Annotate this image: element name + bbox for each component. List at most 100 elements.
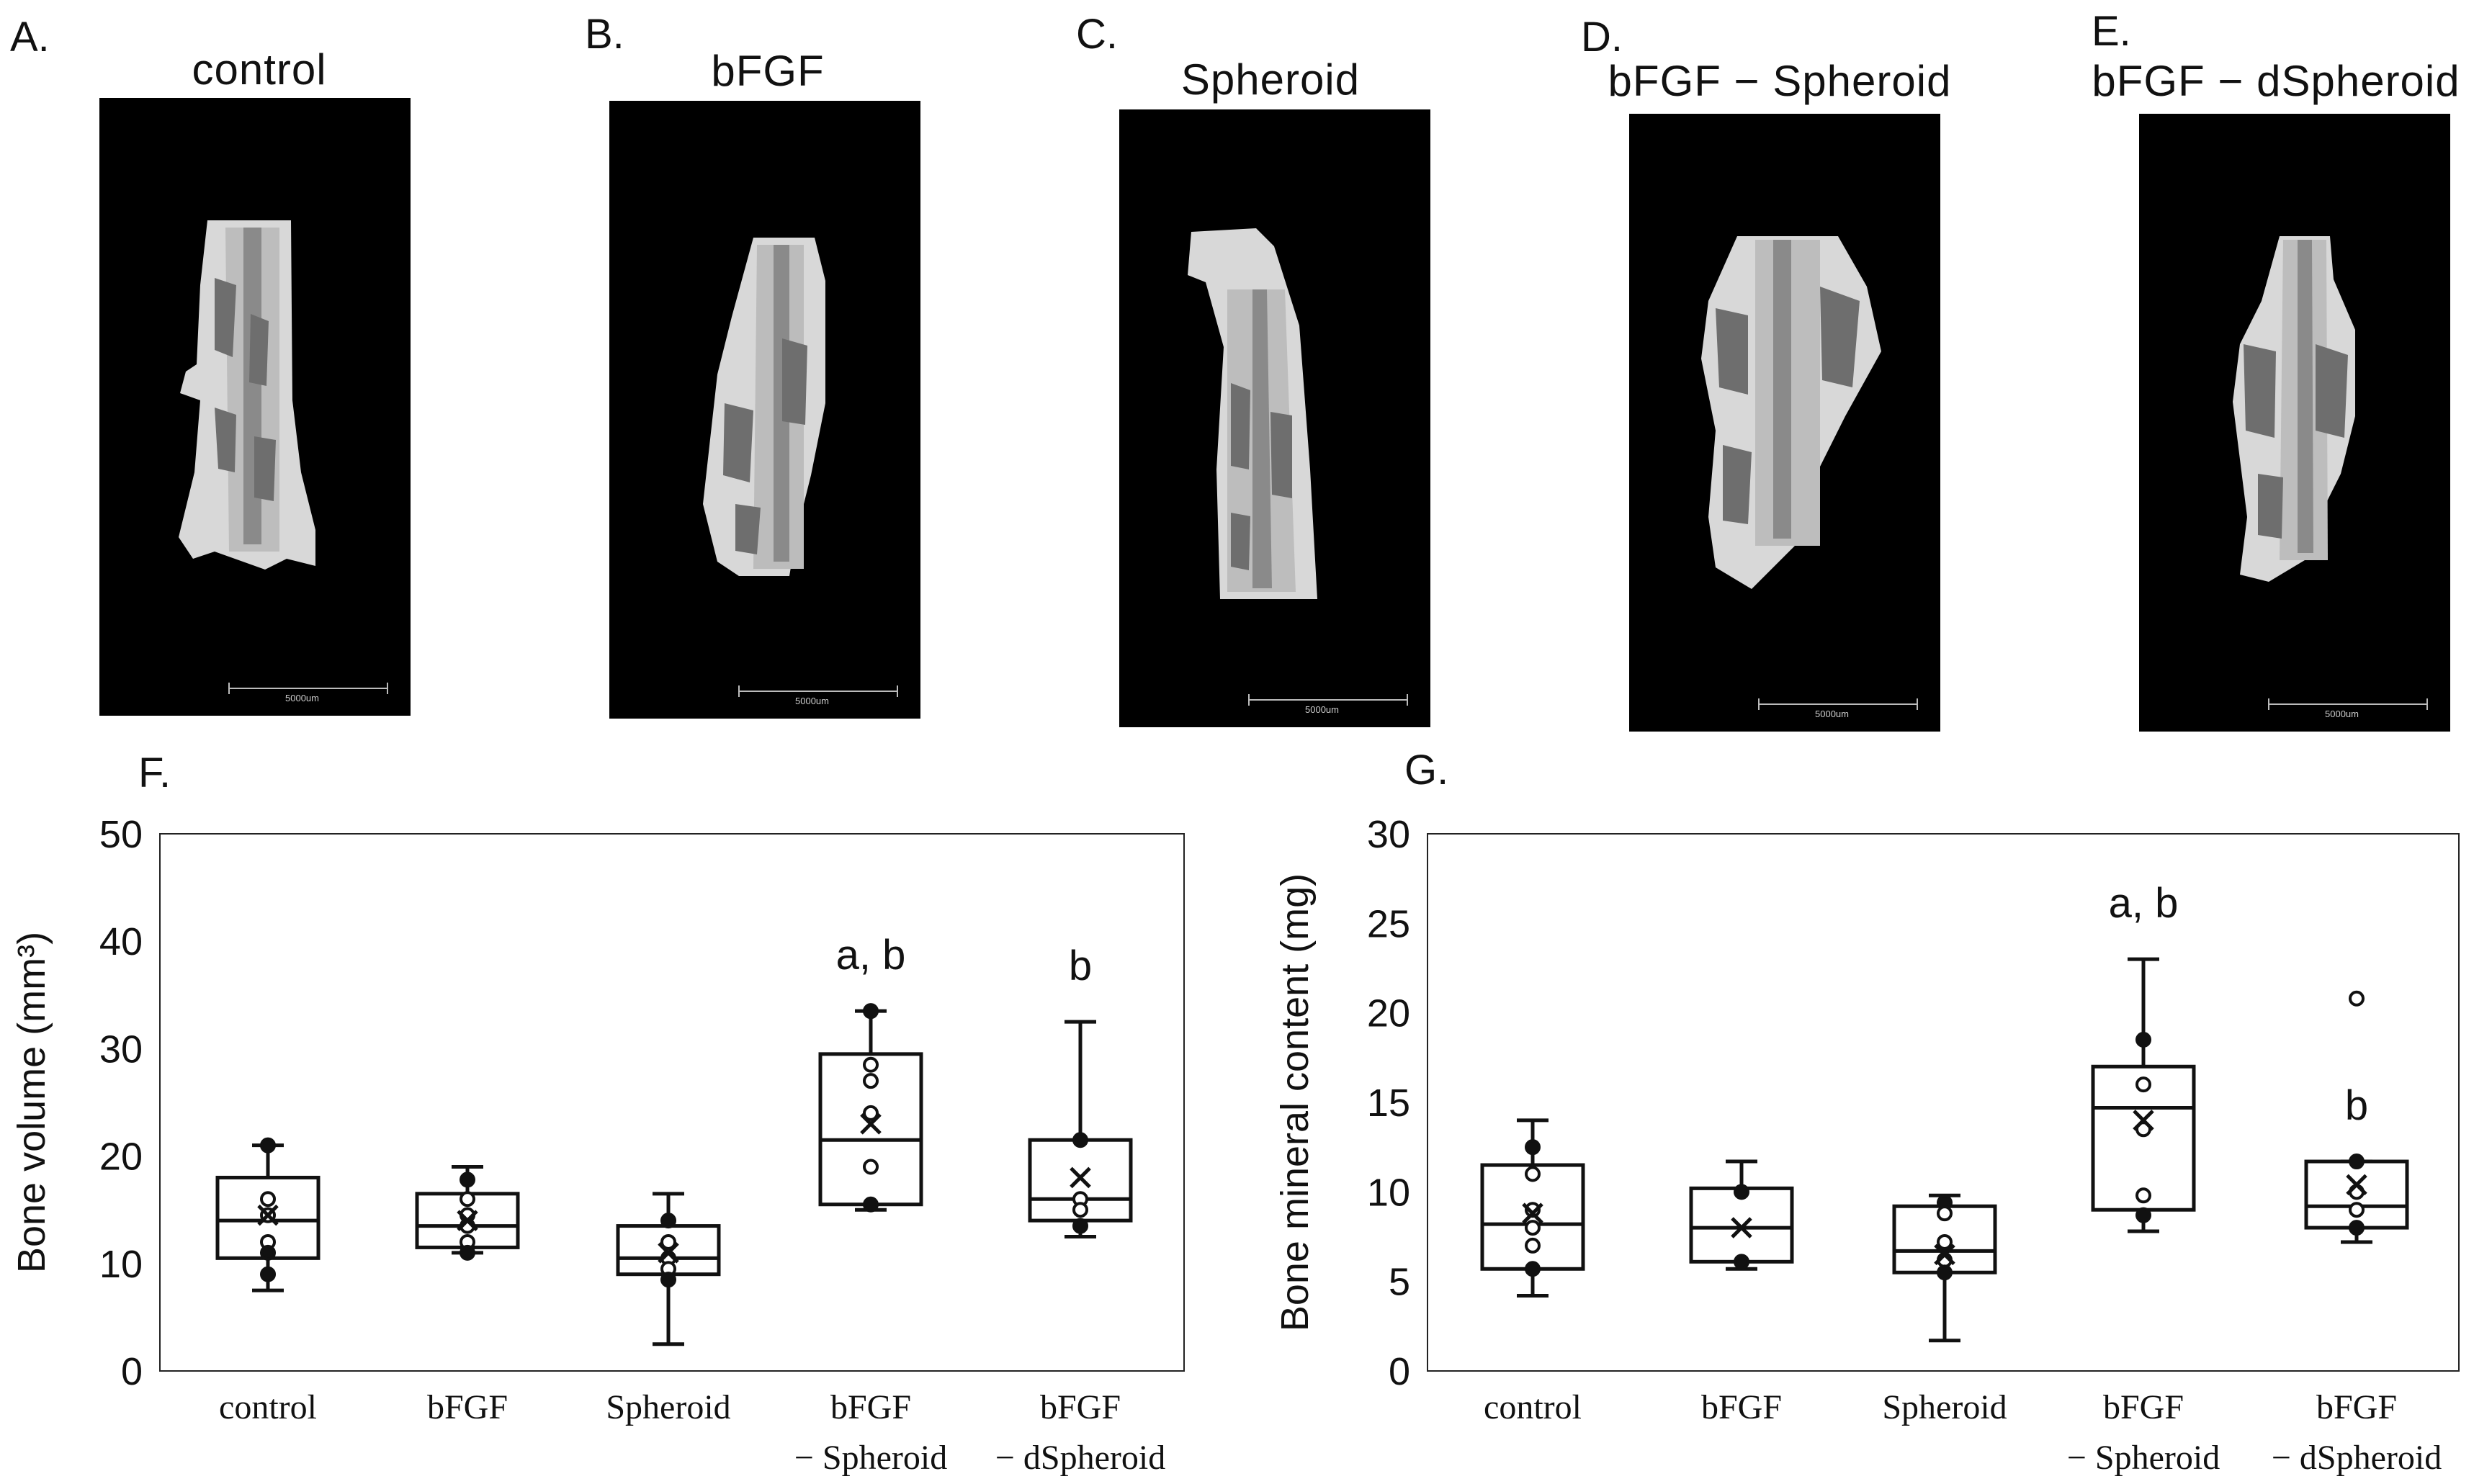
y-tick-label: 30 <box>99 1027 143 1071</box>
panel-title-control: control <box>192 45 327 94</box>
data-point <box>460 1191 475 1208</box>
data-point <box>660 1213 676 1229</box>
data-point <box>260 1137 276 1154</box>
panel-title-bfgf-dspheroid: bFGF − dSpheroid <box>2092 57 2460 105</box>
mean-marker <box>860 1113 882 1135</box>
data-point <box>660 1272 676 1288</box>
data-point <box>863 1159 879 1175</box>
significance-label: a, b <box>836 932 906 979</box>
data-point <box>1072 1132 1088 1148</box>
data-point <box>1525 1220 1541 1236</box>
panel-letter-g: G. <box>1404 747 1449 793</box>
bone-image-bfgf <box>703 238 898 697</box>
y-tick-label: 20 <box>99 1136 143 1179</box>
mean-marker <box>1522 1202 1543 1224</box>
significance-label: b <box>1069 943 1092 989</box>
y-tick-label: 5 <box>1389 1261 1410 1304</box>
mean-marker <box>2346 1174 2367 1196</box>
box-group <box>1892 1193 1997 1343</box>
scale-label-bfgf-dspheroid: 5000um <box>2325 709 2359 719</box>
category-label-line2: − Spheroid <box>794 1439 947 1477</box>
data-point <box>2135 1076 2151 1093</box>
y-tick-label: 10 <box>99 1243 143 1286</box>
plot-frame <box>159 833 1185 1372</box>
data-point <box>2349 1202 2365 1218</box>
scale-label-bfgf: 5000um <box>795 696 829 706</box>
data-point <box>2349 1220 2365 1236</box>
panel-letter-d: D. <box>1581 14 1623 60</box>
data-point <box>1525 1237 1541 1254</box>
y-tick-label: 50 <box>99 813 143 856</box>
box <box>1689 1186 1794 1264</box>
data-point <box>863 1056 879 1073</box>
ct-image-bfgf-spheroid: 5000um <box>1629 114 1940 732</box>
category-label: Spheroid <box>606 1388 730 1426</box>
category-label-line2: − Spheroid <box>2067 1439 2220 1477</box>
box-group <box>215 1137 321 1292</box>
y-tick-label: 40 <box>99 920 143 963</box>
data-point <box>1525 1202 1541 1218</box>
scale-label-control: 5000um <box>285 693 319 703</box>
scale-label-spheroid: 5000um <box>1305 704 1339 715</box>
panel-letter-a: A. <box>10 14 50 60</box>
data-point <box>863 1003 879 1020</box>
data-point <box>260 1266 276 1282</box>
y-tick-label: 25 <box>1367 902 1410 945</box>
category-label: bFGF <box>427 1388 508 1426</box>
box-plot-bone-volume: 0 10 20 30 40 50 Bone volume (mm³) control bFGF S… <box>10 813 1185 1477</box>
y-axis-title: Bone volume (mm³) <box>10 932 53 1273</box>
panel-letter-b: B. <box>585 11 624 58</box>
category-label: bFGF <box>2316 1388 2397 1426</box>
category-label: bFGF <box>1701 1388 1782 1426</box>
data-point <box>863 1196 879 1213</box>
panel-letter-c: C. <box>1076 11 1118 58</box>
y-tick-label: 10 <box>1367 1171 1410 1214</box>
data-point <box>660 1233 676 1250</box>
box-group <box>616 1192 721 1346</box>
data-point <box>2135 1207 2151 1223</box>
bone-image-bfgf-spheroid <box>1701 236 1918 710</box>
ct-image-bfgf: 5000um <box>609 101 920 719</box>
mean-marker <box>1731 1217 1752 1238</box>
data-point <box>1937 1205 1953 1222</box>
y-tick-label: 0 <box>1389 1350 1410 1393</box>
data-point <box>863 1105 879 1121</box>
panel-title-spheroid: Spheroid <box>1180 55 1361 104</box>
box-group: b <box>2304 990 2409 1244</box>
category-label: bFGF <box>830 1388 911 1426</box>
category-label: bFGF <box>1040 1388 1121 1426</box>
mean-marker <box>257 1204 279 1226</box>
bone-image-bfgf-dspheroid <box>2233 236 2428 710</box>
data-point <box>1072 1202 1088 1218</box>
box-group: a, b <box>2091 880 2196 1233</box>
bone-image-spheroid <box>1188 228 1408 706</box>
category-label: bFGF <box>2103 1388 2184 1426</box>
bone-image-control <box>99 98 411 694</box>
category-label: control <box>219 1388 317 1426</box>
data-point <box>260 1191 276 1208</box>
y-tick-label: 30 <box>1367 813 1410 856</box>
data-point <box>1937 1264 1953 1281</box>
data-point <box>1525 1261 1541 1277</box>
data-point <box>2135 1187 2151 1204</box>
panel-letter-e: E. <box>2092 8 2131 55</box>
category-label: control <box>1484 1388 1582 1426</box>
data-point <box>1734 1254 1749 1270</box>
mean-marker <box>2133 1110 2154 1131</box>
panel-title-bfgf-spheroid: bFGF − Spheroid <box>1608 57 1952 105</box>
data-point <box>1072 1218 1088 1234</box>
mean-marker <box>658 1242 679 1264</box>
box-group <box>415 1165 520 1261</box>
mean-marker <box>1070 1166 1091 1189</box>
category-label-line2: − dSpheroid <box>995 1439 1165 1477</box>
panel-letter-f: F. <box>138 750 171 796</box>
box-group: a, b <box>818 932 923 1213</box>
box-group <box>1480 1118 1585 1298</box>
ct-image-spheroid: 5000um <box>1119 109 1430 727</box>
data-point <box>2135 1031 2151 1048</box>
plot-frame <box>1427 833 2460 1372</box>
data-point <box>863 1073 879 1089</box>
y-axis-title: Bone mineral content (mg) <box>1273 873 1317 1331</box>
data-point <box>460 1172 475 1188</box>
